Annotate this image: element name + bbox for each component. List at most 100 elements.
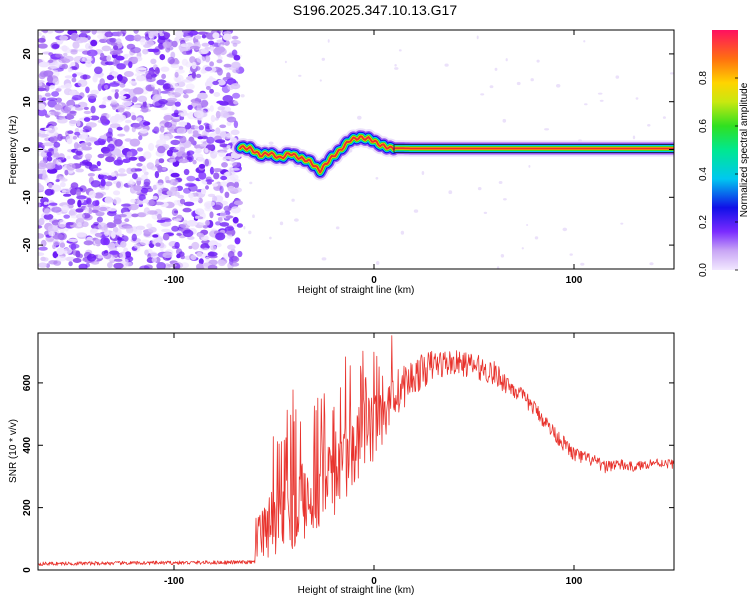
- noise-blob: [142, 48, 149, 55]
- noise-blob: [62, 247, 73, 255]
- noise-dot: [269, 236, 272, 240]
- noise-blob: [133, 243, 141, 249]
- noise-blob: [76, 213, 85, 219]
- noise-blob: [208, 40, 215, 45]
- noise-blob: [47, 168, 58, 174]
- noise-blob: [72, 41, 80, 49]
- noise-blob: [48, 260, 58, 265]
- noise-blob: [74, 107, 84, 111]
- noise-blob: [231, 49, 238, 57]
- noise-blob: [225, 171, 230, 178]
- noise-blob: [69, 110, 77, 115]
- noise-dot: [556, 84, 561, 88]
- noise-blob: [125, 261, 133, 267]
- y-tick-label: 200: [22, 499, 33, 516]
- noise-blob: [161, 167, 167, 171]
- noise-blob: [83, 110, 92, 115]
- noise-blob: [217, 106, 226, 111]
- noise-blob: [175, 76, 182, 83]
- noise-blob: [66, 163, 76, 171]
- x-tick-label: 100: [566, 275, 583, 286]
- noise-blob: [116, 173, 128, 177]
- noise-dot: [319, 79, 322, 82]
- noise-blob: [233, 100, 238, 105]
- noise-blob: [150, 165, 158, 171]
- noise-blob: [55, 97, 62, 103]
- x-tick-label: 0: [371, 275, 377, 286]
- noise-dot: [584, 103, 588, 106]
- colorbar-tick-label: 0.2: [698, 215, 709, 229]
- noise-blob: [163, 135, 170, 141]
- noise-blob: [139, 128, 148, 134]
- colorbar-ticks: 0.0 0.2 0.4 0.6 0.8: [698, 71, 738, 277]
- spectrogram-tone-track: [232, 128, 674, 181]
- noise-blob: [160, 66, 170, 72]
- noise-blob: [93, 221, 100, 226]
- noise-blob: [190, 255, 197, 261]
- noise-blob: [230, 83, 241, 90]
- noise-blob: [38, 233, 45, 239]
- noise-blob: [68, 210, 76, 216]
- x-tick-label: -100: [164, 275, 184, 286]
- noise-blob: [225, 215, 234, 219]
- noise-blob: [164, 32, 171, 39]
- noise-blob: [141, 165, 147, 173]
- noise-blob: [89, 115, 100, 121]
- noise-blob: [68, 243, 80, 249]
- noise-blob: [233, 54, 241, 61]
- noise-blob: [47, 225, 59, 232]
- noise-blob: [202, 224, 209, 229]
- noise-blob: [43, 70, 54, 77]
- noise-blob: [142, 100, 147, 108]
- noise-blob: [117, 74, 123, 82]
- noise-blob: [110, 42, 118, 46]
- noise-blob: [181, 30, 191, 34]
- noise-dot: [500, 254, 505, 258]
- noise-blob: [104, 181, 113, 187]
- noise-blob: [237, 250, 243, 258]
- noise-blob: [171, 40, 178, 48]
- noise-blob: [230, 129, 240, 136]
- noise-blob: [131, 233, 137, 242]
- noise-blob: [87, 203, 94, 208]
- noise-blob: [148, 142, 155, 151]
- noise-dot: [536, 59, 540, 63]
- noise-blob: [125, 34, 136, 42]
- noise-blob: [107, 175, 112, 181]
- noise-blob: [98, 104, 107, 109]
- noise-blob: [65, 222, 74, 226]
- noise-blob: [112, 197, 122, 205]
- noise-blob: [100, 185, 106, 190]
- y-tick-label: 600: [22, 374, 33, 391]
- noise-blob: [173, 199, 180, 206]
- noise-blob: [104, 31, 114, 38]
- noise-blob: [231, 167, 240, 171]
- noise-blob: [90, 180, 101, 188]
- noise-blob: [167, 56, 175, 64]
- noise-dot: [530, 78, 534, 82]
- noise-blob: [216, 100, 225, 104]
- noise-blob: [179, 146, 186, 154]
- noise-blob: [187, 236, 195, 240]
- noise-blob: [104, 196, 113, 204]
- noise-blob: [204, 66, 213, 72]
- noise-blob: [42, 169, 47, 177]
- noise-blob: [218, 259, 226, 267]
- noise-dot: [615, 75, 620, 79]
- noise-blob: [168, 82, 179, 89]
- noise-blob: [90, 228, 98, 233]
- noise-blob: [95, 30, 107, 34]
- noise-blob: [191, 61, 197, 70]
- spectrogram-x-label: Height of straight line (km): [298, 285, 415, 296]
- noise-dot: [421, 171, 425, 175]
- noise-blob: [92, 200, 100, 207]
- snr-panel: -100 0 100 0 200 400 600 Height of straight l…: [8, 332, 675, 596]
- noise-dot: [562, 227, 568, 232]
- noise-blob: [142, 199, 149, 204]
- noise-blob: [90, 105, 96, 114]
- noise-blob: [91, 30, 97, 35]
- noise-blob: [88, 190, 96, 199]
- noise-blob: [159, 33, 165, 37]
- colorbar-label: Normalized spectral amplitude: [739, 82, 750, 217]
- noise-blob: [205, 86, 211, 90]
